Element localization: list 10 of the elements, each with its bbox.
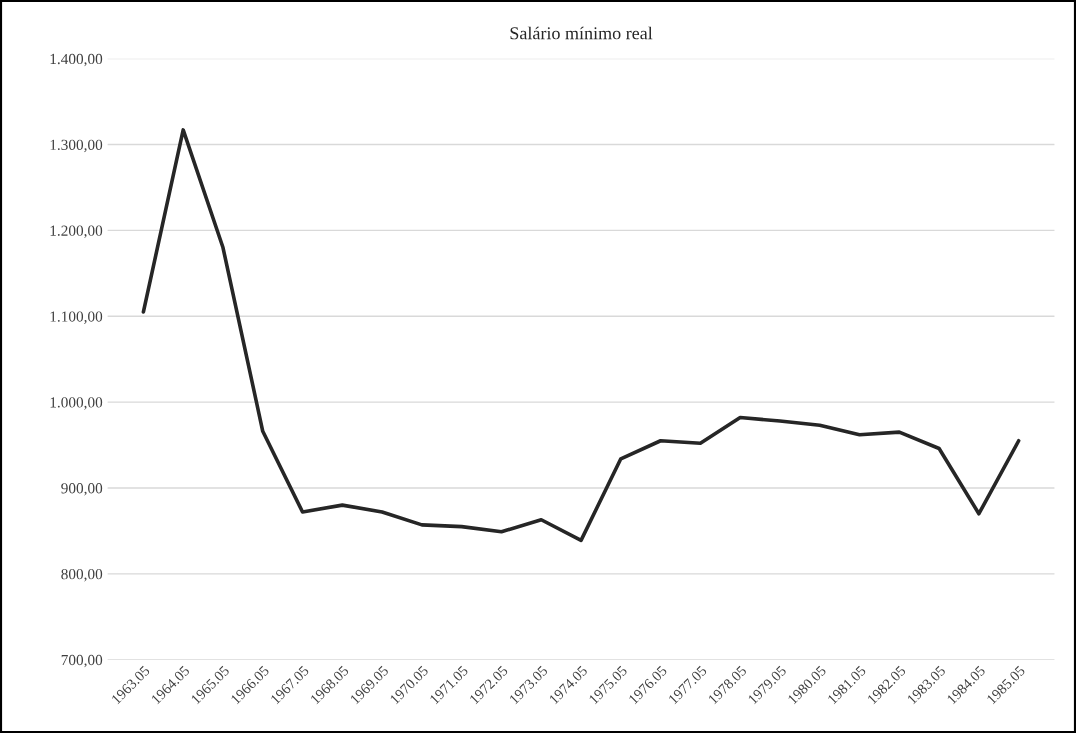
- y-tick-label: 1.300,00: [50, 139, 103, 153]
- line-series: [141, 128, 1021, 543]
- y-tick-label: 1.400,00: [50, 53, 103, 67]
- y-tick-label: 700,00: [61, 654, 103, 668]
- y-tick-label: 1.200,00: [50, 225, 103, 239]
- y-tick-label: 800,00: [61, 568, 103, 582]
- y-tick-label: 1.000,00: [50, 397, 103, 410]
- chart-title: Salário mínimo real: [510, 26, 653, 40]
- y-tick-label: 1.100,00: [50, 311, 103, 324]
- y-tick-label: 900,00: [61, 483, 103, 496]
